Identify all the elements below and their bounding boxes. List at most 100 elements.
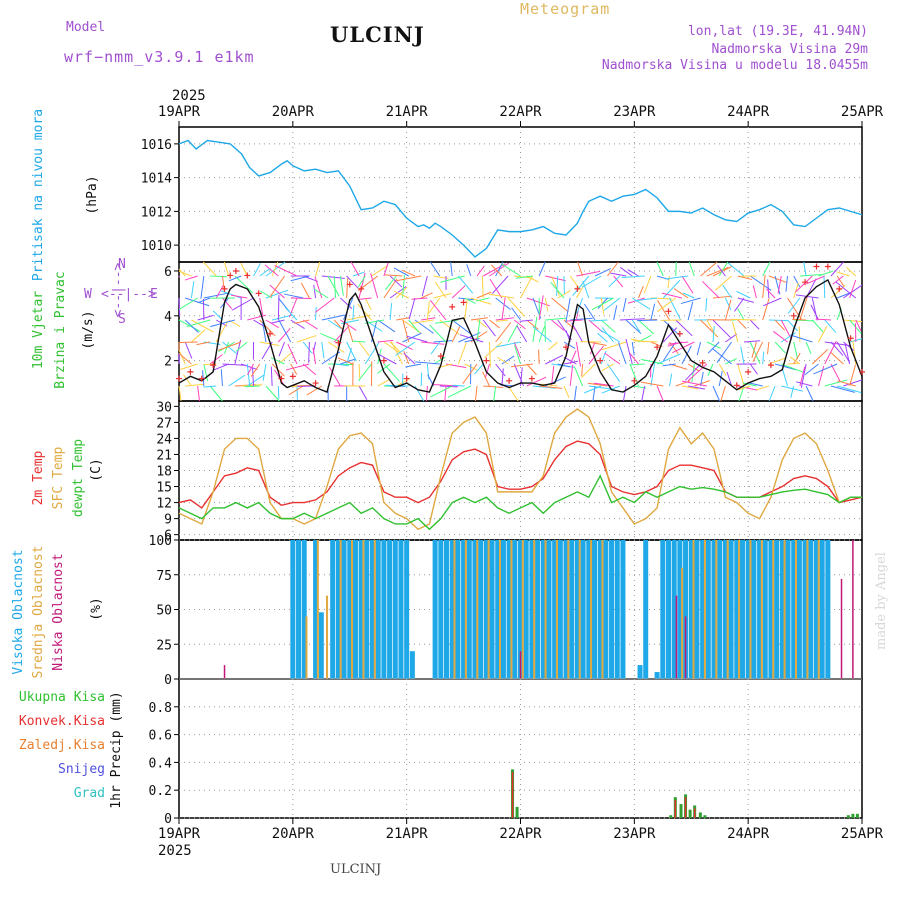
wind-barb — [358, 385, 368, 401]
wind-barb — [411, 319, 434, 324]
precip-ytick-label: 0.2 — [149, 784, 172, 799]
cloud-low-bar — [684, 616, 687, 679]
wind-gust-cross — [380, 357, 387, 364]
wind-barb — [601, 341, 627, 351]
wind-gust-cross — [836, 285, 843, 292]
wind-barb — [358, 363, 372, 382]
wind-barb — [526, 376, 547, 387]
cloud-high-bar — [438, 540, 444, 679]
wind-barb — [855, 319, 862, 332]
pressure-ytick-label: 1012 — [141, 205, 172, 220]
wind-barb — [315, 261, 321, 277]
cloud-mid-bar — [817, 540, 820, 679]
cloud-mid-bar — [325, 595, 328, 679]
wind-gust-cross — [437, 353, 444, 360]
wind-barb — [259, 267, 271, 277]
wind-barb — [613, 275, 624, 288]
wind-barb — [682, 380, 707, 387]
cloud-high-bar — [409, 651, 415, 679]
wind-barb — [364, 319, 383, 332]
wind-gust-cross — [358, 285, 365, 292]
wind-barb — [384, 275, 397, 291]
wind-barb — [673, 288, 689, 299]
wind-title-label: 10m Vjetar — [31, 291, 46, 369]
wind-barb — [457, 342, 467, 365]
wind-barb — [447, 385, 472, 398]
cloud-low-bar — [840, 578, 843, 679]
wind-barb — [452, 384, 465, 387]
wind-gust-cross — [631, 377, 638, 384]
cloud-high-bar — [757, 540, 763, 679]
cloud-high-bar — [500, 540, 506, 679]
wind-barb — [725, 357, 738, 365]
wind-barb — [811, 349, 829, 365]
wind-barb — [706, 341, 721, 349]
wind-barb — [597, 332, 608, 343]
wind-barb — [425, 385, 428, 402]
cloud-high-bar — [711, 540, 717, 679]
wind-barb — [476, 265, 485, 277]
wind-gust-cross — [244, 272, 251, 279]
wind-barb — [264, 264, 279, 277]
wind-barb — [804, 363, 819, 375]
wind-barb — [787, 297, 801, 314]
page-title: ULCINJ — [330, 22, 425, 47]
wind-barb — [339, 275, 344, 296]
cloud-high-bar — [352, 540, 358, 679]
compass-w-label: W — [84, 287, 92, 302]
cloud-high-bar — [563, 540, 569, 679]
cloud-high-bar — [671, 540, 677, 679]
wind-barb — [551, 275, 560, 296]
wind-barb — [228, 275, 242, 282]
cloud-unit-label: (%) — [89, 597, 104, 620]
wind-barb — [269, 275, 285, 298]
wind-barb — [178, 297, 181, 317]
wind-barb — [490, 264, 503, 277]
wind-barb — [550, 282, 565, 299]
temperature-ytick-label: 15 — [156, 481, 172, 496]
cloud-mid-bar — [794, 540, 797, 679]
cloud-high-bar — [580, 540, 586, 679]
wind-barb — [384, 274, 403, 277]
wind-barb — [484, 341, 503, 358]
wind-barb — [569, 275, 580, 288]
wind-ytick-label: 4 — [164, 310, 172, 325]
wind-barb — [186, 319, 211, 328]
wind-gust-cross — [227, 272, 234, 279]
cloud-high-bar — [745, 540, 751, 679]
wind-barb — [220, 369, 223, 387]
cloud-mid-bar — [510, 540, 513, 679]
wind-barb — [484, 363, 490, 379]
cloud-high-bar — [375, 540, 381, 679]
wind-barb — [483, 385, 504, 388]
cloud-ytick-label: 50 — [156, 604, 172, 619]
wind-barb — [737, 308, 745, 321]
wind-barb — [767, 279, 770, 299]
cloud-high-bar — [472, 540, 478, 679]
wind-barb — [768, 275, 787, 283]
wind-barb — [694, 380, 710, 387]
wind-barb — [250, 363, 261, 377]
wind-barb — [385, 384, 409, 387]
cloud-mid-bar — [578, 540, 581, 679]
wind-gust-cross — [289, 373, 296, 380]
model-elevation-info: Nadmorska Visina u modelu 18.0455m — [601, 58, 868, 73]
cloud-high-bar — [296, 540, 302, 679]
precip-unit-label: 1hr Precip (mm) — [109, 691, 124, 808]
wind-barb — [532, 385, 556, 389]
wind-ytick-label: 6 — [164, 265, 172, 280]
wind-barb — [589, 341, 596, 355]
wind-barb — [476, 319, 481, 343]
wind-barb — [462, 363, 478, 384]
wind-barb — [591, 297, 614, 311]
wind-barb — [421, 317, 436, 321]
wind-barb — [650, 360, 656, 387]
wind-barb — [221, 290, 242, 299]
wind-barb — [290, 319, 305, 329]
wind-barb — [315, 297, 335, 313]
wind-barb — [474, 363, 484, 375]
wind-barb — [790, 385, 795, 399]
wind-barb — [395, 341, 416, 356]
wind-barb — [725, 333, 738, 343]
wind-barb — [408, 319, 420, 333]
